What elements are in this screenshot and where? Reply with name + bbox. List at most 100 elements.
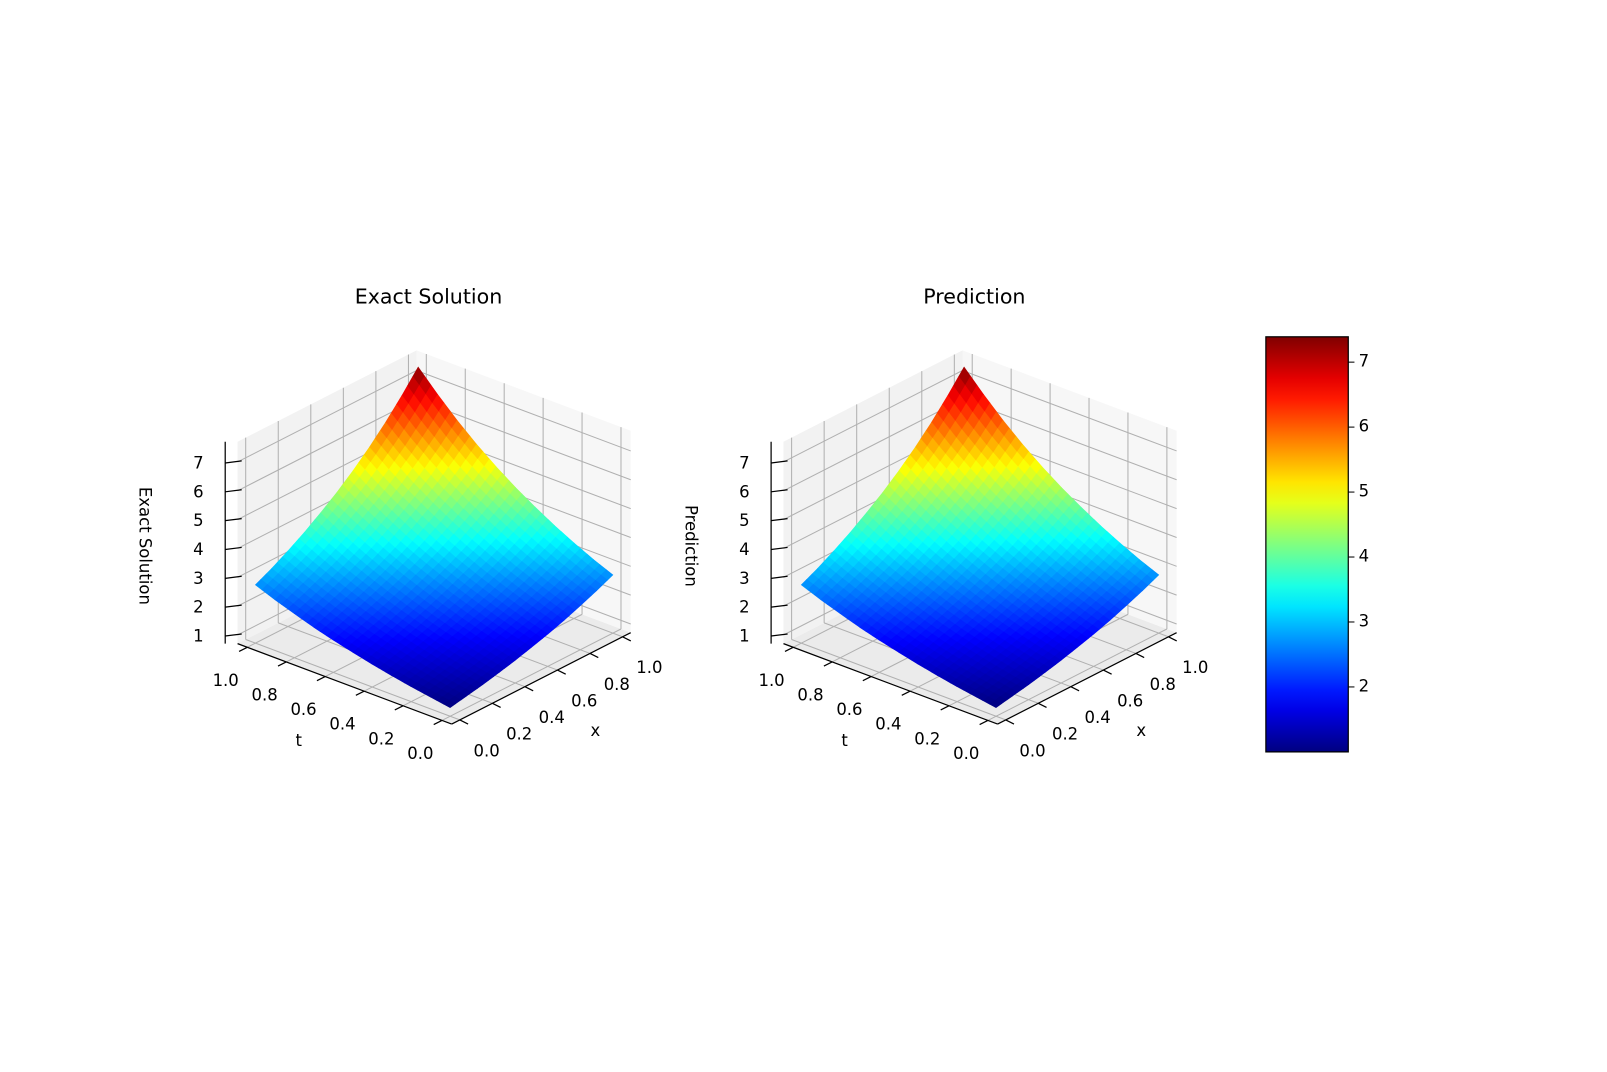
tick-mark [225,633,242,637]
t-tick-label: 0.0 [953,744,979,763]
grid-line [783,398,963,492]
z-tick-label: 5 [739,511,749,530]
tick-mark [771,489,788,493]
z-tick-label: 1 [193,627,203,646]
grid-line [237,398,417,492]
tick-mark [225,460,242,464]
tick-mark [1168,636,1177,642]
t-tick-label: 0.6 [290,700,316,719]
x-axis-line [997,632,1177,725]
z-tick-label: 4 [739,540,749,559]
t-tick-label: 0.2 [914,729,940,748]
z-tick-label: 6 [193,482,203,501]
x-tick-label: 1.0 [1182,658,1208,677]
x-tick-label: 0.2 [1052,725,1078,744]
chart-title: Prediction [923,285,1025,309]
tick-mark [225,575,242,579]
tick-mark [433,719,443,726]
t-tick-label: 0.6 [836,700,862,719]
tick-mark [459,719,469,725]
x-tick-label: 0.6 [1117,691,1143,710]
tick-mark [771,460,788,464]
tick-mark [901,690,911,696]
x-axis-label: x [1136,721,1146,740]
z-tick-label: 1 [739,627,749,646]
z-tick-label: 7 [739,453,749,472]
colorbar-tick-label: 6 [1359,417,1369,436]
tick-mark [1038,702,1047,708]
z-axis-label: Exact Solution [136,487,155,605]
colorbar-tick-label: 3 [1359,611,1369,630]
surface-patch [443,699,457,708]
tick-mark [225,517,242,522]
grid-line [416,370,631,452]
tick-mark [1070,686,1080,692]
tick-mark [589,652,599,659]
tick-mark [771,575,788,579]
tick-mark [355,690,365,696]
tick-mark [277,661,287,667]
t-tick-label: 0.4 [875,715,901,734]
z-tick-label: 3 [193,569,203,588]
plot-area: 0.0 0.2 0.4 0.6 0.8 1.0 0.0 0.2 0.4 0.6 0.8 1.0 1 2 3 4… [136,285,1369,763]
t-tick-label: 0.8 [252,685,278,704]
tick-mark [979,719,989,726]
tick-mark [940,705,950,711]
tick-mark [1135,652,1145,659]
chart-title: Exact Solution [355,285,503,309]
tick-mark [225,604,242,608]
tick-mark [1103,669,1112,675]
t-axis-line [783,643,998,725]
x-tick-label: 0.4 [539,708,565,727]
tick-mark [524,686,534,692]
grid-line [783,370,963,463]
t-axis-line [237,643,452,725]
colorbar [1265,336,1349,753]
grid-line [416,398,631,481]
grid-line [245,638,461,721]
grid-line [987,628,1168,721]
tick-mark [771,604,788,608]
colorbar-tick-label: 7 [1359,352,1369,371]
grid-line [962,370,1177,452]
tick-mark [784,646,794,652]
tick-mark [1005,719,1015,725]
surface-patch [988,699,1003,708]
x-tick-label: 0.6 [571,691,597,710]
x-tick-label: 0.2 [506,725,532,744]
z-tick-label: 3 [739,569,749,588]
t-tick-label: 0.8 [797,685,823,704]
tick-mark [622,636,632,642]
z-tick-label: 5 [193,511,203,530]
x-tick-label: 0.8 [604,675,630,694]
tick-mark [557,669,567,675]
tick-mark [238,646,248,652]
grid-line [237,370,417,463]
t-tick-label: 0.4 [329,715,355,734]
grid-line [962,398,1177,481]
grid-line [441,628,622,721]
colorbar-tick-label: 5 [1359,482,1369,501]
z-tick-label: 6 [739,482,749,501]
x-tick-label: 0.0 [1019,741,1045,760]
colorbar-tick-label: 4 [1359,547,1369,566]
tick-mark [225,546,242,551]
colorbar-tick-label: 2 [1359,676,1369,695]
z-tick-label: 2 [193,598,203,617]
tick-mark [316,675,326,682]
tick-mark [771,546,788,551]
tick-mark [771,633,788,637]
z-tick-label: 4 [193,540,203,559]
z-axis-label: Prediction [682,505,701,587]
x-tick-label: 0.0 [474,741,500,760]
t-tick-label: 0.0 [407,744,433,763]
t-tick-label: 0.2 [368,729,394,748]
x-tick-label: 0.4 [1085,708,1111,727]
z-tick-label: 7 [193,453,203,472]
tick-mark [823,661,833,667]
x-axis-line [451,632,632,725]
x-axis-label: x [590,721,600,740]
tick-mark [225,489,242,493]
tick-mark [771,517,788,522]
